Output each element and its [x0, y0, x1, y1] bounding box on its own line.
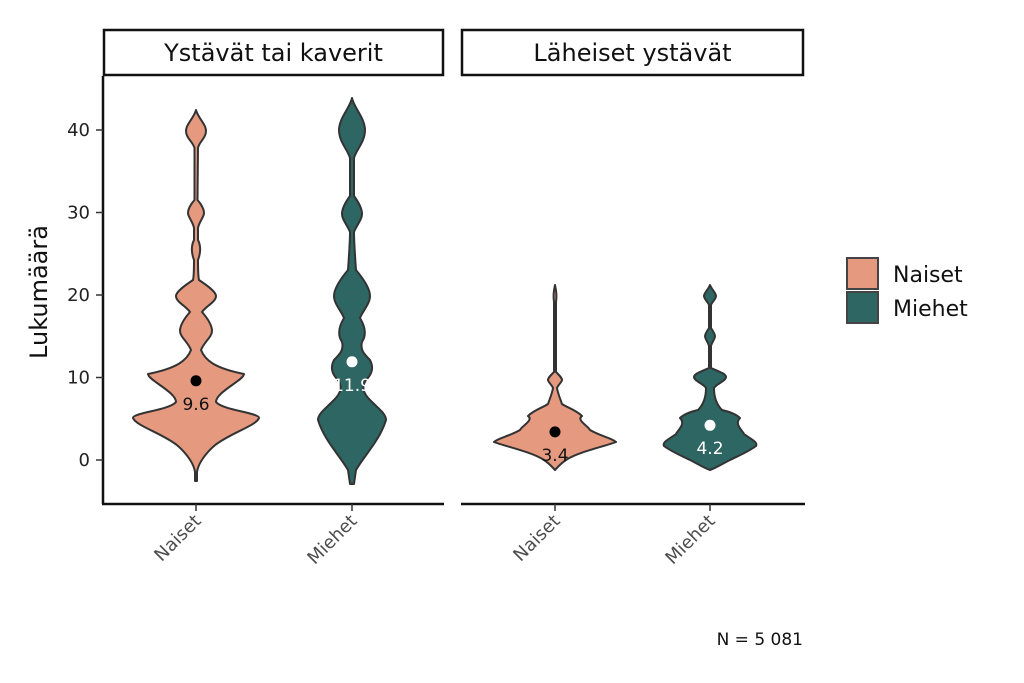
- mean-point: [346, 356, 358, 368]
- mean-point: [549, 426, 561, 438]
- legend: Naiset Miehet: [846, 257, 968, 324]
- mean-label: 9.6: [182, 395, 209, 415]
- mean-label: 11.9: [333, 376, 371, 396]
- facet-title: Läheiset ystävät: [533, 39, 731, 67]
- facet-strip-2: Läheiset ystävät: [460, 28, 805, 77]
- y-axis-title: Lukumäärä: [25, 225, 53, 359]
- mean-label: 4.2: [696, 439, 723, 459]
- y-tick-label: 40: [67, 120, 90, 141]
- mean-point: [704, 419, 716, 431]
- mean-point: [190, 375, 202, 387]
- y-tick-label: 0: [79, 450, 90, 471]
- violin-f2-naiset: [493, 284, 617, 471]
- y-axis: 0 10 20 30 40 Lukumäärä: [25, 76, 105, 504]
- y-tick-label: 30: [67, 203, 90, 224]
- facet-title: Ystävät tai kaverit: [163, 39, 383, 67]
- x-tick-label: Naiset: [150, 511, 205, 566]
- y-tick-label: 10: [67, 368, 90, 389]
- x-axis-2: Naiset Miehet: [461, 502, 805, 569]
- x-axis-1: Naiset Miehet: [102, 502, 444, 569]
- legend-swatch-miehet: [846, 291, 879, 324]
- legend-label: Naiset: [893, 263, 963, 288]
- x-tick-label: Miehet: [661, 511, 719, 569]
- legend-label: Miehet: [893, 297, 968, 322]
- violin-f1-miehet: [317, 97, 387, 485]
- x-tick-label: Naiset: [509, 511, 564, 566]
- violin-f1-naiset: [131, 109, 261, 482]
- violin-f2-miehet: [662, 284, 758, 471]
- legend-swatch-naiset: [846, 257, 879, 290]
- mean-markers: 9.6 11.9 3.4 4.2: [182, 356, 724, 466]
- facet-strip-1: Ystävät tai kaverit: [102, 28, 445, 77]
- x-tick-label: Miehet: [303, 511, 361, 569]
- y-tick-label: 20: [67, 285, 90, 306]
- sample-size-caption: N = 5 081: [717, 630, 803, 650]
- mean-label: 3.4: [541, 446, 568, 466]
